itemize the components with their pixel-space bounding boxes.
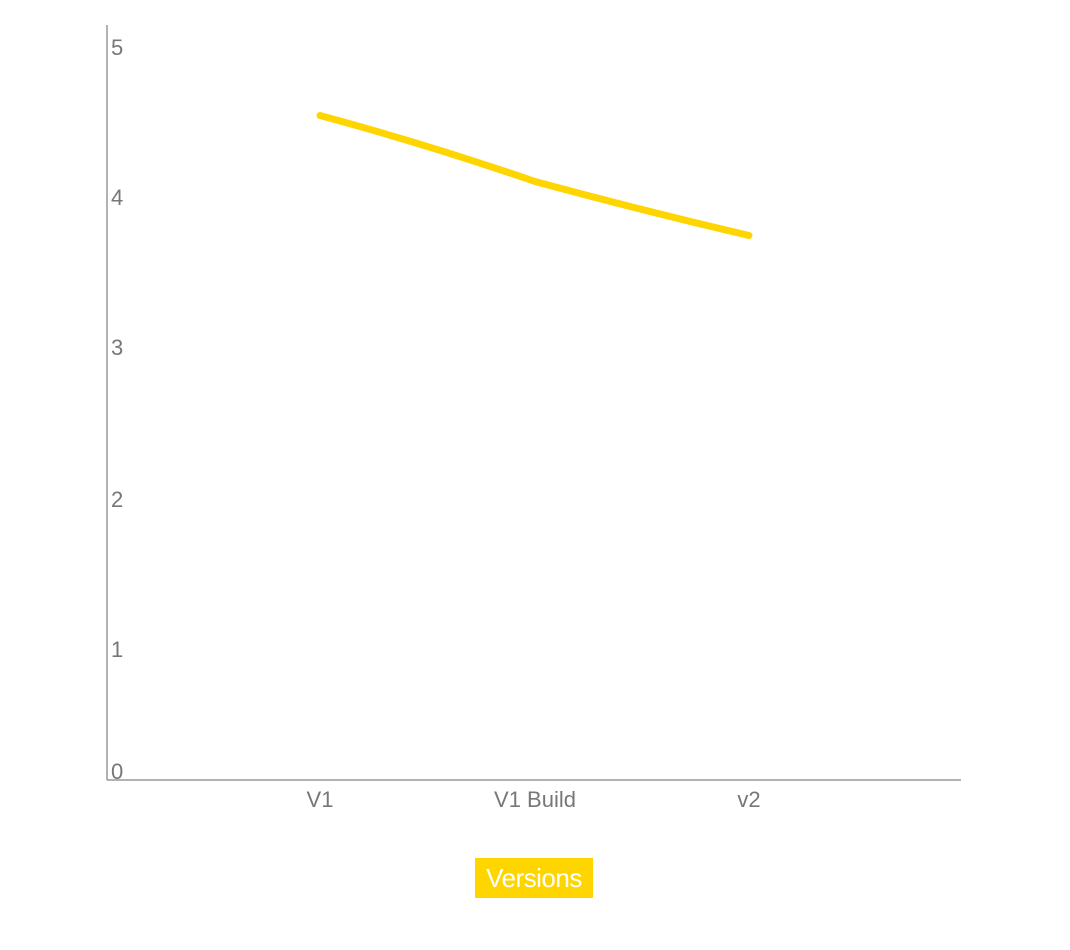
legend-series-versions: Versions: [475, 858, 593, 898]
y-tick-label: 2: [111, 487, 123, 512]
series-line-versions: [316, 112, 753, 239]
x-tick-label: V1 Build: [494, 787, 576, 812]
x-tick-label: V1: [307, 787, 334, 812]
y-tick-label: 3: [111, 335, 123, 360]
y-tick-label: 5: [111, 35, 123, 60]
x-tick-label: v2: [737, 787, 760, 812]
y-tick-label: 0: [111, 759, 123, 784]
x-axis-ticks: V1 V1 Build v2: [307, 787, 761, 812]
y-tick-label: 4: [111, 185, 123, 210]
y-axis-ticks: 0 1 2 3 4 5: [111, 35, 123, 784]
series-layer: [316, 112, 753, 239]
y-tick-label: 1: [111, 637, 123, 662]
